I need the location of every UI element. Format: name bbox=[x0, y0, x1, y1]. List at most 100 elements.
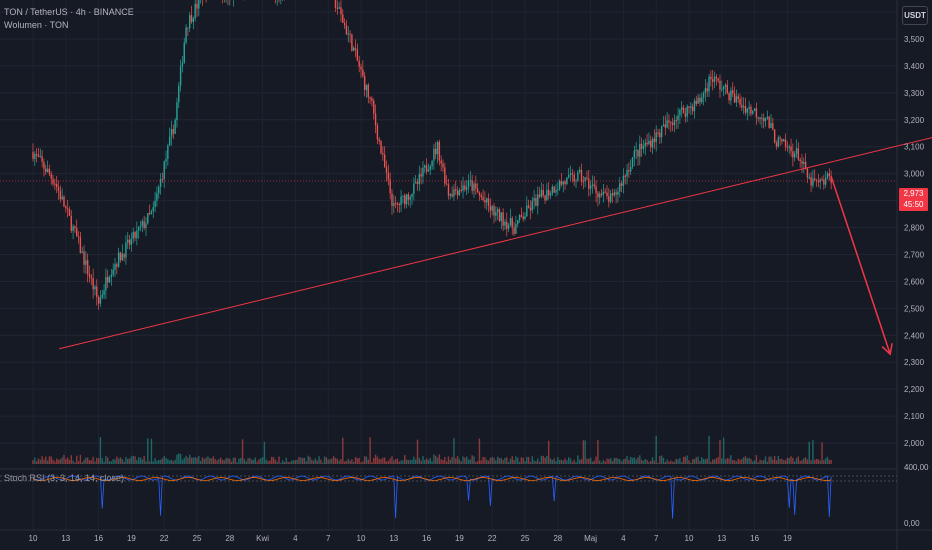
volume-bar bbox=[670, 460, 672, 464]
volume-bar bbox=[349, 460, 351, 464]
volume-bar bbox=[205, 457, 207, 464]
stoch-rsi-legend[interactable]: Stoch RSI (3, 3, 14, 14, close) bbox=[4, 473, 125, 483]
volume-bar bbox=[128, 458, 131, 464]
time-tick-label: 22 bbox=[488, 534, 497, 543]
candle-body bbox=[88, 273, 91, 278]
volume-bar bbox=[66, 457, 69, 464]
volume-bar bbox=[711, 459, 714, 464]
volume-bar bbox=[291, 460, 293, 464]
volume-bar bbox=[161, 458, 164, 464]
candle-body bbox=[804, 161, 807, 169]
volume-legend[interactable]: Wolumen · TON bbox=[4, 20, 69, 30]
candle-body bbox=[814, 178, 816, 180]
candle-body bbox=[584, 177, 586, 182]
volume-bar bbox=[768, 456, 770, 464]
volume-bar bbox=[139, 457, 142, 464]
time-tick-label: 13 bbox=[389, 534, 398, 543]
price-tick-label: 3,500 bbox=[904, 35, 925, 44]
volume-bar bbox=[606, 458, 608, 464]
volume-bar bbox=[203, 458, 205, 464]
volume-bar bbox=[383, 457, 386, 464]
candle-body bbox=[504, 221, 506, 226]
volume-bar bbox=[147, 438, 149, 464]
candle-body bbox=[54, 183, 56, 185]
volume-bar bbox=[804, 457, 807, 464]
price-tick-label: 2,500 bbox=[904, 304, 925, 313]
volume-bar bbox=[156, 460, 158, 464]
candle-body bbox=[127, 239, 129, 243]
volume-bar bbox=[644, 459, 646, 464]
volume-bar bbox=[622, 459, 625, 464]
volume-bar bbox=[781, 458, 783, 464]
candle-body bbox=[808, 177, 810, 179]
candle-body bbox=[795, 148, 798, 154]
candle-body bbox=[617, 191, 619, 195]
volume-bar bbox=[788, 458, 790, 464]
volume-bar bbox=[387, 460, 390, 464]
volume-bar bbox=[657, 462, 659, 464]
candle-body bbox=[733, 93, 736, 103]
volume-bar bbox=[94, 461, 96, 464]
volume-bar bbox=[192, 457, 195, 464]
candle-body bbox=[396, 203, 399, 205]
volume-bar bbox=[107, 457, 109, 464]
price-tick-label: 2,800 bbox=[904, 224, 925, 233]
volume-bar bbox=[61, 457, 63, 464]
volume-bar bbox=[496, 456, 499, 464]
candle-body bbox=[147, 213, 149, 224]
volume-bar bbox=[828, 459, 831, 464]
candle-body bbox=[619, 183, 621, 192]
candle-body bbox=[456, 190, 459, 196]
volume-bar bbox=[564, 458, 566, 464]
volume-bar bbox=[187, 457, 189, 464]
volume-bar bbox=[365, 456, 368, 464]
candle-body bbox=[52, 178, 54, 184]
candle-body bbox=[458, 190, 461, 196]
volume-bar bbox=[296, 459, 298, 464]
candle-body bbox=[168, 136, 171, 146]
volume-bar bbox=[303, 457, 306, 464]
candle-body bbox=[55, 183, 58, 187]
candle-body bbox=[513, 227, 515, 234]
volume-bar bbox=[753, 460, 756, 464]
volume-bar bbox=[325, 457, 328, 464]
volume-bar bbox=[114, 459, 116, 464]
volume-bar bbox=[628, 460, 630, 464]
currency-unit-button[interactable]: USDT bbox=[902, 6, 928, 25]
candle-body bbox=[150, 211, 153, 214]
candle-body bbox=[701, 97, 703, 103]
candle-body bbox=[367, 84, 369, 98]
volume-bar bbox=[245, 461, 247, 464]
drawings[interactable] bbox=[0, 117, 932, 356]
candle-body bbox=[624, 175, 626, 177]
volume-bar bbox=[464, 457, 466, 464]
candle-body bbox=[830, 175, 832, 183]
volume-bar bbox=[546, 455, 548, 464]
candle-body bbox=[464, 185, 466, 190]
candle-body bbox=[482, 197, 484, 200]
volume-bar bbox=[307, 455, 309, 464]
volume-bar bbox=[101, 458, 103, 464]
volume-bar bbox=[263, 441, 266, 464]
candle-body bbox=[400, 196, 402, 205]
volume-bar bbox=[799, 460, 801, 464]
candle-body bbox=[358, 60, 360, 67]
time-axis[interactable]: 10 13 16 19 22 25 28 Kwi 4 7 10 13 16 19 22 25 28 Maj 4 7 10… bbox=[29, 534, 793, 543]
volume-bar bbox=[668, 461, 670, 464]
candle-body bbox=[517, 219, 519, 225]
trendline bbox=[59, 137, 932, 350]
candle-body bbox=[440, 160, 442, 164]
candle-body bbox=[781, 138, 783, 142]
symbol-legend[interactable]: TON / TetherUS · 4h · BINANCE bbox=[4, 7, 134, 17]
volume-bar bbox=[478, 438, 481, 464]
candle-body bbox=[345, 25, 348, 35]
volume-bar bbox=[105, 455, 107, 464]
candle-body bbox=[338, 7, 340, 9]
candle-body bbox=[708, 76, 710, 92]
candle-body bbox=[34, 154, 36, 159]
candle-body bbox=[161, 179, 164, 181]
volume-bar bbox=[451, 457, 453, 464]
price-axis[interactable]: 3,6003,5003,4003,3003,2003,1003,0002,900… bbox=[904, 8, 929, 528]
volume-bar bbox=[826, 456, 829, 464]
